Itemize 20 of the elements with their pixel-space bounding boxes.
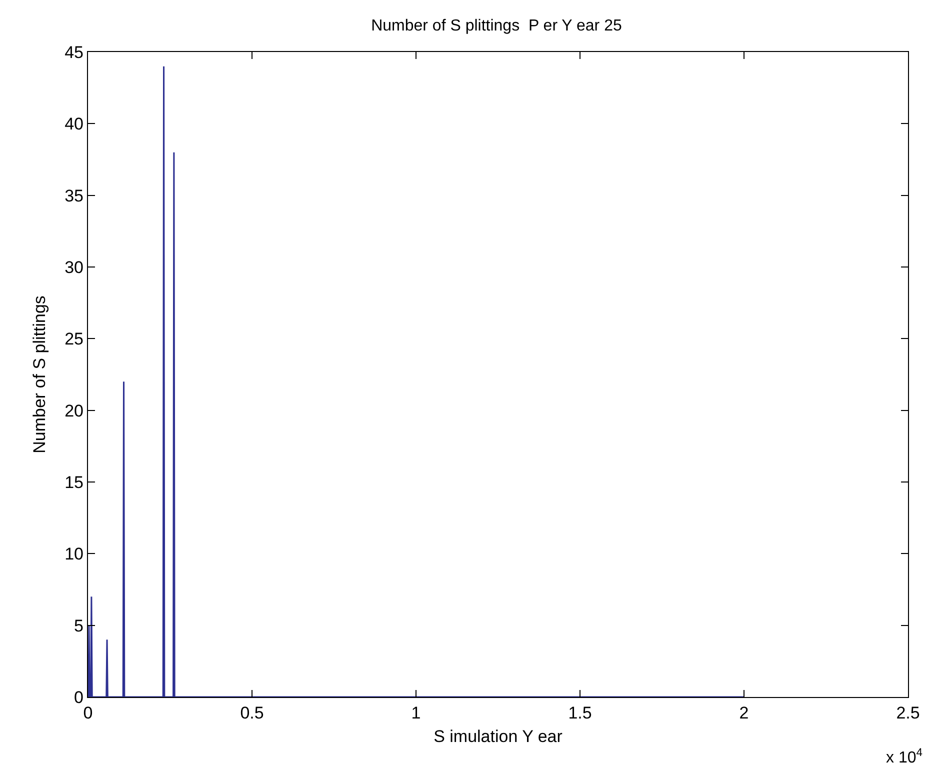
x-tick-label: 2.5 [896,704,920,722]
x-tick-label: 1.5 [568,704,592,722]
x-axis-title: S imulation Y ear [434,726,563,746]
x-tick-label: 1 [411,704,421,722]
x-tick-label: 2 [739,704,749,722]
y-tick-label: 35 [64,186,84,206]
y-tick-label: 25 [64,330,84,349]
y-tick-label: 20 [64,401,84,420]
y-tick-label: 45 [64,42,84,62]
y-tick-label: 5 [74,616,84,636]
text: x 10$^{4}$ [886,747,922,767]
chart-title: Number of S plittings P er Y ear 25 [371,18,622,35]
line-series [88,66,745,697]
x-tick-label: 0.5 [240,704,264,722]
y-axis-title: Number of S plittings [30,296,50,454]
y-tick-label: 10 [64,544,84,564]
y-tick-label: 15 [64,472,84,492]
y-tick-label: 30 [64,258,84,277]
y-tick-label: 40 [64,114,84,134]
y-tick-label: 0 [74,688,84,707]
